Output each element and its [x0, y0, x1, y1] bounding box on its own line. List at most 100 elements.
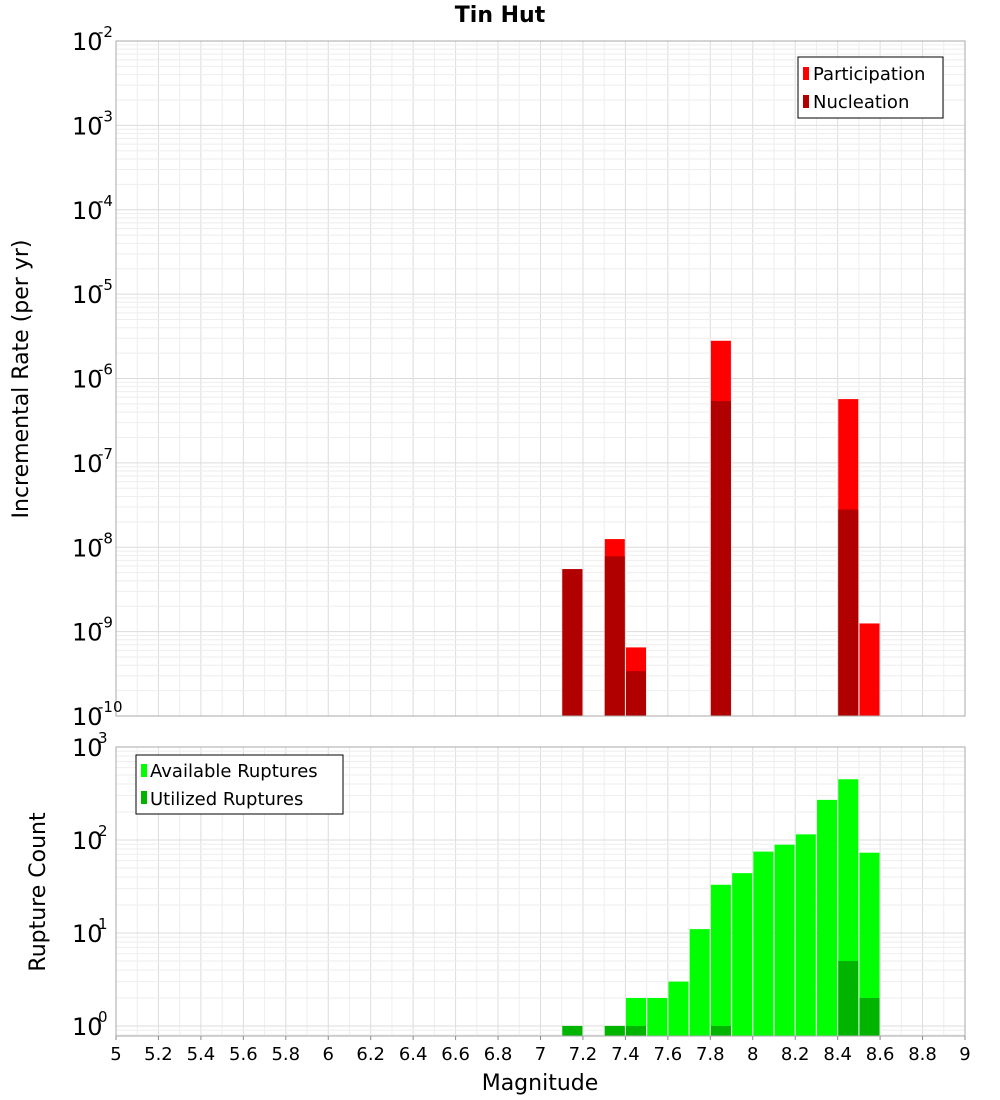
rate-plot-y-ticks: 10-210-310-410-510-610-710-810-910-10 [72, 23, 123, 731]
y-tick-label: 10-10 [72, 698, 123, 731]
nucleation-legend-label: Nucleation [813, 92, 909, 113]
chart-title: Tin Hut [455, 3, 546, 28]
x-axis-label: Magnitude [482, 1071, 599, 1096]
x-tick-label: 6 [323, 1044, 334, 1065]
participation-bar [859, 623, 880, 716]
nucleation-bar [838, 509, 859, 716]
y-tick-label: 10-4 [72, 192, 113, 225]
y-tick-exponent: -6 [98, 361, 113, 379]
y-tick-base: 10 [72, 281, 103, 309]
nucleation-bar [604, 556, 625, 716]
available-bar [753, 851, 774, 1036]
nucleation-bar [626, 671, 647, 716]
y-tick-exponent: -2 [98, 23, 113, 41]
utilized-bar [838, 960, 859, 1036]
y-tick-base: 10 [72, 366, 103, 394]
x-tick-label: 5 [110, 1044, 121, 1065]
y-tick-exponent: -9 [98, 614, 113, 632]
y-tick-label: 10-8 [72, 529, 113, 562]
y-tick-label: 10-7 [72, 445, 113, 478]
x-tick-label: 7.4 [611, 1044, 640, 1065]
y-tick-base: 10 [72, 827, 103, 855]
x-tick-label: 5.8 [271, 1044, 300, 1065]
x-tick-label: 7.8 [696, 1044, 725, 1065]
utilized-bar [562, 1025, 583, 1036]
rate-plot-border [115, 40, 966, 717]
y-tick-exponent: -4 [98, 192, 113, 210]
y-tick-label: 102 [72, 822, 108, 855]
available-bar [817, 799, 838, 1036]
y-tick-base: 10 [72, 920, 103, 948]
x-axis-ticks: 5 5.2 5.4 5.6 5.8 6 6.2 6.4 6.6 6.8 7 7.2 7.4 7.6 7.8 8… [110, 1036, 971, 1065]
y-tick-exponent: -3 [98, 107, 113, 125]
x-tick-label: 6.6 [441, 1044, 470, 1065]
participation-legend-label: Participation [813, 64, 925, 85]
participation-legend-swatch [803, 67, 809, 80]
y-tick-base: 10 [72, 734, 103, 762]
y-tick-label: 10-6 [72, 361, 113, 394]
x-tick-label: 6.2 [356, 1044, 385, 1065]
y-tick-label: 10-2 [72, 23, 113, 56]
y-tick-base: 10 [72, 619, 103, 647]
y-tick-base: 10 [72, 112, 103, 140]
x-tick-label: 5.4 [187, 1044, 216, 1065]
rate-plot-grid [115, 40, 966, 717]
y-tick-label: 100 [72, 1008, 108, 1041]
available-bar [710, 884, 731, 1036]
y-tick-base: 10 [72, 534, 103, 562]
y-tick-label: 10-3 [72, 107, 113, 140]
y-tick-exponent: 0 [98, 1008, 108, 1026]
rate-y-axis-label: Incremental Rate (per yr) [9, 240, 34, 519]
utilized-bar [626, 1025, 647, 1036]
utilized-legend-swatch [141, 791, 147, 804]
x-tick-label: 9 [959, 1044, 970, 1065]
y-tick-exponent: -10 [98, 698, 123, 716]
nucleation-bar [562, 569, 583, 716]
x-tick-label: 6.4 [399, 1044, 428, 1065]
available-bar [732, 873, 753, 1036]
available-legend-label: Available Ruptures [150, 761, 318, 782]
available-bar [689, 929, 710, 1036]
y-tick-base: 10 [72, 197, 103, 225]
y-tick-base: 10 [72, 1013, 103, 1041]
available-bar [859, 852, 880, 1036]
y-tick-exponent: -7 [98, 445, 113, 463]
nucleation-bar [710, 401, 731, 716]
y-tick-label: 10-5 [72, 276, 113, 309]
y-tick-exponent: -8 [98, 529, 113, 547]
y-tick-exponent: 2 [98, 822, 108, 840]
x-tick-label: 5.6 [229, 1044, 258, 1065]
utilized-legend-label: Utilized Ruptures [150, 789, 303, 810]
x-tick-label: 6.8 [484, 1044, 513, 1065]
available-bar [795, 834, 816, 1036]
y-tick-exponent: -5 [98, 276, 113, 294]
y-tick-base: 10 [72, 450, 103, 478]
y-tick-exponent: 3 [98, 729, 108, 747]
rate-plot-bars [562, 340, 880, 716]
rupture-plot-bars [562, 779, 880, 1036]
y-tick-exponent: 1 [98, 915, 108, 933]
rupture-y-axis-label: Rupture Count [26, 812, 51, 972]
available-bar [668, 981, 689, 1036]
y-tick-label: 101 [72, 915, 108, 948]
y-tick-base: 10 [72, 703, 103, 731]
utilized-bar [710, 1025, 731, 1036]
x-tick-label: 8.6 [866, 1044, 895, 1065]
rate-legend-box [797, 56, 944, 119]
x-tick-label: 7 [535, 1044, 546, 1065]
rate-legend: Participation Nucleation [797, 56, 944, 119]
x-tick-label: 5.2 [144, 1044, 173, 1065]
y-tick-label: 10-9 [72, 614, 113, 647]
x-tick-label: 8.8 [908, 1044, 937, 1065]
y-tick-base: 10 [72, 28, 103, 56]
utilized-bar [859, 997, 880, 1036]
available-bar [647, 997, 668, 1036]
x-tick-label: 8.2 [781, 1044, 810, 1065]
x-tick-label: 8.4 [823, 1044, 852, 1065]
nucleation-legend-swatch [803, 95, 809, 108]
available-legend-swatch [141, 764, 147, 777]
rupture-legend: Available Ruptures Utilized Ruptures [135, 754, 344, 815]
